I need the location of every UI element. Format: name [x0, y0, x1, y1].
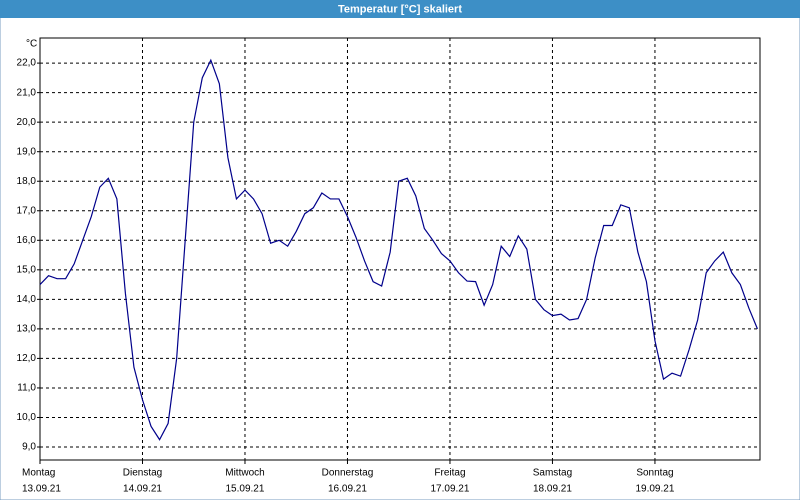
x-tick-label: Mittwoch — [225, 468, 264, 479]
x-tick-label: Sonntag — [636, 468, 673, 479]
y-tick-label: 19,0 — [17, 146, 37, 157]
temperature-line — [39, 58, 758, 441]
x-tick-label: Montag — [22, 468, 55, 479]
y-tick-label: 22,0 — [17, 58, 37, 69]
y-tick-label: 18,0 — [17, 176, 37, 187]
y-tick-label: 10,0 — [17, 412, 37, 423]
y-tick-label: 17,0 — [17, 205, 37, 216]
y-tick-label: 21,0 — [17, 87, 37, 98]
x-tick-date: 14.09.21 — [123, 484, 162, 495]
x-tick-date: 18.09.21 — [533, 484, 572, 495]
y-tick-label: 14,0 — [17, 294, 37, 305]
title-bar — [0, 0, 800, 18]
x-tick-label: Dienstag — [123, 468, 162, 479]
x-tick-date: 17.09.21 — [430, 484, 469, 495]
y-tick-label: 16,0 — [17, 235, 37, 246]
x-tick-date: 13.09.21 — [22, 484, 61, 495]
x-tick-date: 15.09.21 — [226, 484, 265, 495]
x-tick-label: Freitag — [434, 468, 465, 479]
chart-title: Temperatur [°C] skaliert — [338, 3, 462, 15]
x-tick-label: Samstag — [533, 468, 572, 479]
plot-frame — [39, 37, 761, 461]
x-tick-date: 19.09.21 — [635, 484, 674, 495]
y-unit: °C — [26, 39, 37, 50]
y-tick-label: 12,0 — [17, 353, 37, 364]
y-tick-label: 9,0 — [22, 442, 36, 453]
x-tick-label: Donnerstag — [322, 468, 374, 479]
plot-area — [40, 38, 760, 460]
y-tick-label: 13,0 — [17, 324, 37, 335]
x-tick-date: 16.09.21 — [328, 484, 367, 495]
y-tick-label: 20,0 — [17, 117, 37, 128]
y-tick-label: 15,0 — [17, 264, 37, 275]
y-tick-label: 11,0 — [17, 383, 36, 394]
